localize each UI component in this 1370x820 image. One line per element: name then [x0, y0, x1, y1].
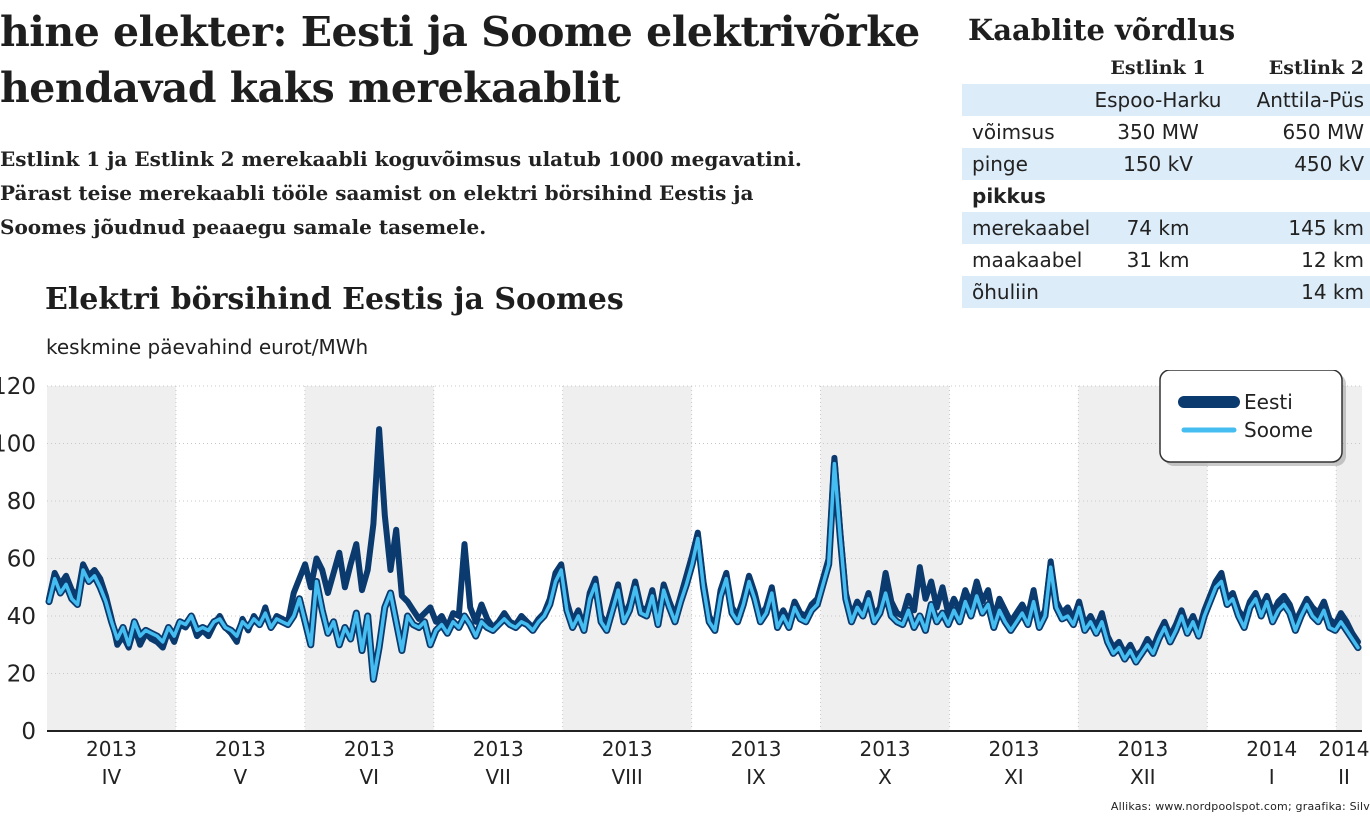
x-tick-month: XI — [1004, 765, 1024, 789]
cell-estlink2: 650 MW — [1282, 120, 1364, 144]
column-header-estlink2: Estlink 2 — [1268, 57, 1364, 79]
comparison-route-row: Espoo-Harku Anttila-Püs — [962, 84, 1370, 116]
row-label: õhuliin — [972, 280, 1039, 304]
cell-estlink2: 145 km — [1288, 216, 1364, 240]
lead-paragraph: Estlink 1 ja Estlink 2 merekaabli koguvõ… — [0, 142, 802, 244]
x-tick-month: IX — [746, 765, 766, 789]
cell-estlink1: 350 MW — [1117, 120, 1199, 144]
comparison-row-sea-cable: merekaabel 74 km 145 km — [962, 212, 1370, 244]
row-label: võimsus — [972, 120, 1055, 144]
x-tick-month: VIII — [611, 765, 642, 789]
x-tick-year: 2014 — [1246, 737, 1297, 761]
cell-estlink1: 74 km — [1126, 216, 1190, 240]
x-tick-year: 2013 — [860, 737, 911, 761]
lead-line-2: Pärast teise merekaabli tööle saamist on… — [0, 181, 754, 205]
x-tick-month: II — [1338, 765, 1350, 789]
chart-y-unit-label: keskmine päevahind eurot/MWh — [46, 335, 369, 359]
x-tick-month: VI — [360, 765, 380, 789]
comparison-row-overhead-line: õhuliin 14 km — [962, 276, 1370, 308]
y-tick-label: 120 — [0, 374, 36, 400]
x-tick-month: V — [234, 765, 248, 789]
comparison-row-voltage: pinge 150 kV 450 kV — [962, 148, 1370, 180]
series-soome-line — [47, 461, 1360, 682]
y-tick-label: 80 — [7, 489, 36, 515]
cell-estlink1: 150 kV — [1123, 152, 1193, 176]
row-label: pinge — [972, 152, 1028, 176]
x-tick-year: 2013 — [86, 737, 137, 761]
headline-line-1: hine elekter: Eesti ja Soome elektrivõrk… — [0, 8, 920, 56]
x-tick-year: 2013 — [731, 737, 782, 761]
y-tick-label: 0 — [21, 719, 36, 745]
x-tick-month: I — [1269, 765, 1275, 789]
y-tick-label: 100 — [0, 432, 36, 458]
x-tick-year: 2013 — [1117, 737, 1168, 761]
y-tick-label: 60 — [7, 547, 36, 573]
comparison-table: Estlink 1 Estlink 2 Espoo-Harku Anttila-… — [962, 52, 1370, 308]
x-tick-month: IV — [102, 765, 122, 789]
comparison-row-length: pikkus — [962, 180, 1370, 212]
x-tick-month: VII — [485, 765, 510, 789]
row-label: maakaabel — [972, 248, 1083, 272]
route-estlink2: Anttila-Püs — [1256, 88, 1364, 112]
lead-line-3: Soomes jõudnud peaaegu samale tasemele. — [0, 215, 487, 239]
cell-estlink2: 12 km — [1301, 248, 1364, 272]
x-tick-year: 2013 — [473, 737, 524, 761]
x-tick-year: 2013 — [988, 737, 1039, 761]
x-tick-year: 2013 — [215, 737, 266, 761]
x-tick-year: 2013 — [602, 737, 653, 761]
x-tick-year: 2013 — [344, 737, 395, 761]
cell-estlink1: 31 km — [1126, 248, 1190, 272]
x-tick-month: XII — [1130, 765, 1156, 789]
comparison-title: Kaablite võrdlus — [968, 13, 1236, 47]
headline: hine elekter: Eesti ja Soome elektrivõrk… — [0, 4, 920, 116]
row-label: merekaabel — [972, 216, 1091, 240]
y-tick-label: 20 — [7, 662, 36, 688]
legend-eesti-label: Eesti — [1244, 390, 1293, 414]
x-tick-year: 2014 — [1319, 737, 1370, 761]
legend-box — [1159, 370, 1343, 463]
chart-title: Elektri börsihind Eestis ja Soomes — [45, 282, 624, 317]
cell-estlink2: 450 kV — [1294, 152, 1364, 176]
column-header-estlink1: Estlink 1 — [1110, 57, 1206, 79]
route-estlink1: Espoo-Harku — [1094, 88, 1222, 112]
legend-soome-label: Soome — [1244, 418, 1313, 442]
cell-estlink2: 14 km — [1301, 280, 1364, 304]
comparison-row-capacity: võimsus 350 MW 650 MW — [962, 116, 1370, 148]
lead-line-1: Estlink 1 ja Estlink 2 merekaabli koguvõ… — [0, 147, 802, 171]
comparison-header-row: Estlink 1 Estlink 2 — [962, 52, 1370, 84]
source-credit: Allikas: www.nordpoolspot.com; graafika:… — [1110, 800, 1370, 813]
x-tick-month: X — [878, 765, 892, 789]
headline-line-2: hendavad kaks merekaablit — [0, 64, 620, 112]
section-label: pikkus — [972, 184, 1046, 208]
y-tick-label: 40 — [7, 604, 36, 630]
price-line-chart: 0 20 40 60 80 100 120 2013 IV 2013 V 2013 VI 2013 VII 2… — [0, 370, 1370, 789]
comparison-row-land-cable: maakaabel 31 km 12 km — [962, 244, 1370, 276]
